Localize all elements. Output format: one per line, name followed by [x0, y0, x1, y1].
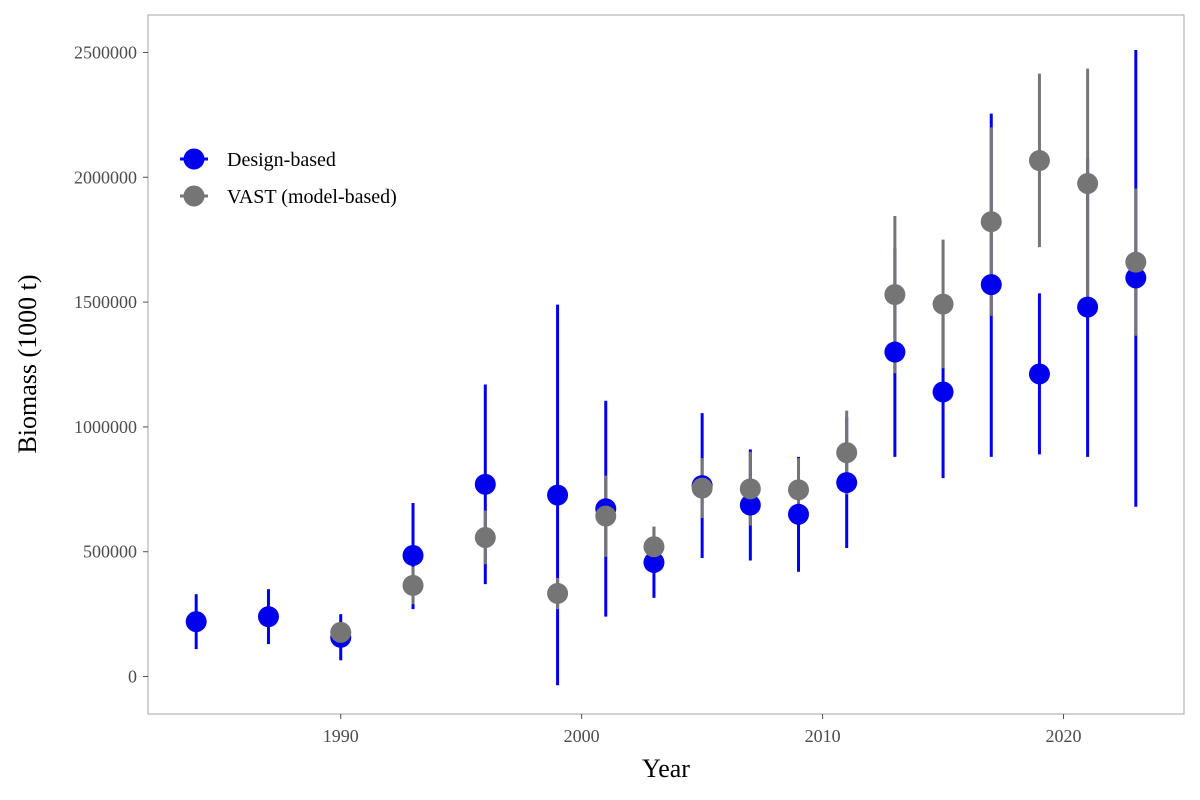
- data-point-design-based: [185, 611, 207, 633]
- data-point-vast: [547, 582, 569, 604]
- legend-key-point: [183, 185, 205, 207]
- legend-key-point: [183, 148, 205, 170]
- data-point-design-based: [980, 274, 1002, 296]
- data-point-vast: [932, 293, 954, 315]
- data-point-vast: [330, 621, 352, 643]
- y-tick-label: 2500000: [74, 42, 137, 62]
- data-point-design-based: [257, 606, 279, 628]
- y-tick-label: 1000000: [74, 417, 137, 437]
- data-point-vast: [980, 211, 1002, 233]
- data-point-design-based: [1125, 267, 1147, 289]
- y-axis: 0 500000 1000000 1500000 2000000 2500000: [74, 42, 148, 687]
- data-point-vast: [884, 284, 906, 306]
- data-point-vast: [788, 479, 810, 501]
- legend-label: VAST (model-based): [227, 186, 397, 208]
- data-point-vast: [595, 505, 617, 527]
- data-point-design-based: [547, 484, 569, 506]
- data-point-design-based: [1028, 363, 1050, 385]
- data-point-design-based: [739, 494, 761, 516]
- x-tick-label: 2020: [1046, 726, 1082, 746]
- data-point-vast: [691, 477, 713, 499]
- x-tick-label: 2000: [564, 726, 600, 746]
- data-point-vast: [739, 478, 761, 500]
- data-point-design-based: [1077, 296, 1099, 318]
- data-point-design-based: [932, 381, 954, 403]
- data-point-vast: [402, 574, 424, 596]
- x-axis: 1990 2000 2010 2020: [323, 714, 1082, 746]
- y-tick-label: 500000: [83, 542, 137, 562]
- point-layer: [185, 150, 1147, 648]
- y-axis-title: Biomass (1000 t): [13, 274, 42, 453]
- y-tick-label: 1500000: [74, 292, 137, 312]
- data-point-design-based: [402, 544, 424, 566]
- data-point-design-based: [643, 551, 665, 573]
- legend: Design-based VAST (model-based): [180, 148, 397, 208]
- data-point-vast: [1028, 150, 1050, 172]
- y-tick-label: 0: [128, 667, 137, 687]
- y-tick-label: 2000000: [74, 167, 137, 187]
- x-tick-label: 2010: [805, 726, 841, 746]
- data-point-vast: [1125, 251, 1147, 273]
- data-point-vast: [643, 536, 665, 558]
- x-tick-label: 1990: [323, 726, 359, 746]
- data-point-design-based: [884, 341, 906, 363]
- data-point-design-based: [788, 503, 810, 525]
- x-axis-title: Year: [642, 754, 690, 783]
- plot-panel-border: [147, 14, 1185, 715]
- data-point-design-based: [836, 472, 858, 494]
- data-point-vast: [1077, 173, 1099, 195]
- data-point-vast: [474, 527, 496, 549]
- data-point-vast: [836, 442, 858, 464]
- legend-label: Design-based: [227, 149, 336, 171]
- data-point-design-based: [474, 473, 496, 495]
